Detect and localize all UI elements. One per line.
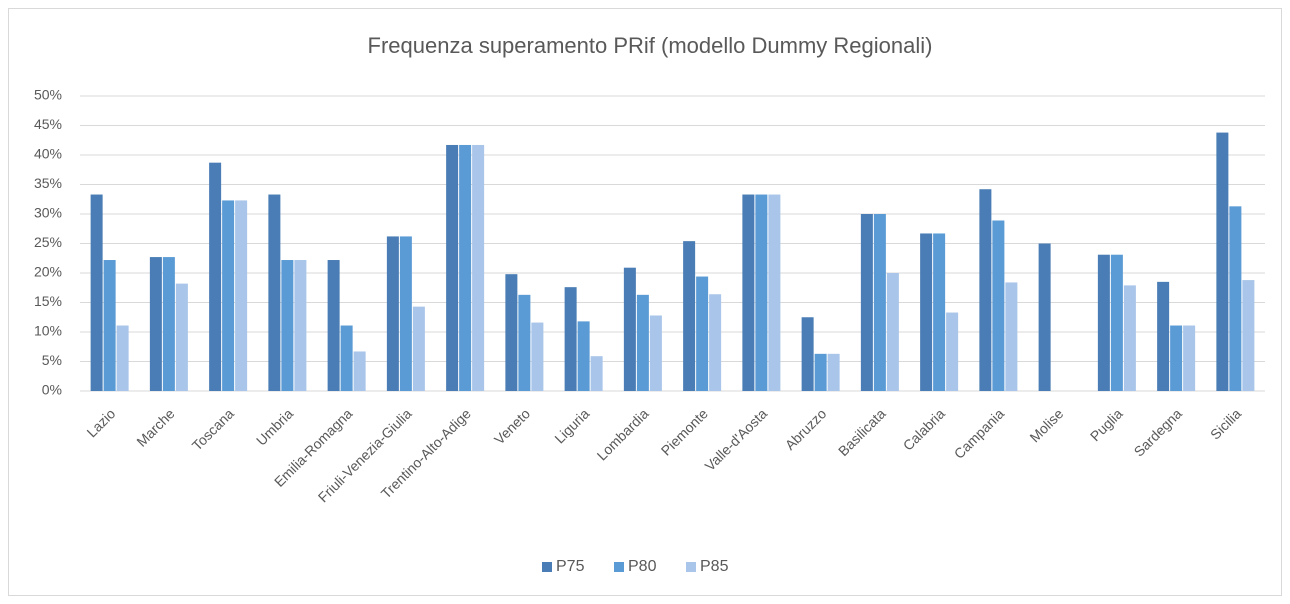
- bar: [459, 144, 472, 391]
- bar: [1157, 281, 1170, 391]
- bar: [649, 315, 662, 391]
- y-tick-label: 50%: [34, 87, 62, 103]
- legend-key: [614, 562, 624, 572]
- bar: [590, 356, 603, 391]
- bar: [399, 236, 412, 391]
- bar: [755, 194, 768, 391]
- bar: [505, 274, 518, 391]
- y-tick-label: 40%: [34, 146, 62, 162]
- bar: [268, 194, 281, 391]
- bar: [386, 236, 399, 391]
- bar: [860, 214, 873, 391]
- legend-key: [542, 562, 552, 572]
- bar: [1038, 243, 1051, 391]
- bar: [1110, 254, 1123, 391]
- bar: [683, 241, 696, 391]
- bar: [946, 312, 959, 391]
- y-tick-label: 30%: [34, 205, 62, 221]
- bar: [209, 162, 222, 391]
- bar: [696, 276, 709, 391]
- bar: [412, 306, 425, 391]
- y-tick-label: 20%: [34, 264, 62, 280]
- bar: [1183, 325, 1196, 391]
- y-tick-label: 45%: [34, 116, 62, 132]
- y-tick-label: 5%: [42, 352, 62, 368]
- bar: [472, 144, 485, 391]
- chart-title: Frequenza superamento PRif (modello Dumm…: [368, 33, 933, 58]
- bar: [518, 294, 531, 391]
- y-tick-label: 35%: [34, 175, 62, 191]
- y-tick-label: 10%: [34, 323, 62, 339]
- y-tick-label: 0%: [42, 382, 62, 398]
- bar: [116, 325, 129, 391]
- y-tick-label: 25%: [34, 234, 62, 250]
- bar: [801, 317, 814, 391]
- bar: [827, 353, 840, 391]
- bar: [353, 351, 366, 391]
- bar: [1005, 282, 1018, 391]
- bar: [531, 322, 544, 391]
- bar: [577, 321, 590, 391]
- bar: [340, 325, 353, 391]
- bar: [235, 200, 248, 391]
- legend-label: P75: [556, 558, 585, 575]
- legend-key: [686, 562, 696, 572]
- bar: [886, 273, 899, 391]
- bar: [768, 194, 781, 391]
- bar: [709, 294, 722, 391]
- bar: [564, 287, 577, 391]
- bar: [992, 220, 1005, 391]
- bar: [162, 257, 175, 391]
- legend-label: P85: [700, 558, 729, 575]
- y-tick-label: 15%: [34, 293, 62, 309]
- bar: [281, 260, 294, 391]
- bar: [149, 257, 162, 391]
- bar: [920, 233, 933, 391]
- bar: [742, 194, 755, 391]
- bar: [814, 353, 827, 391]
- bar: [873, 214, 886, 391]
- bar: [90, 194, 103, 391]
- bar: [175, 283, 188, 391]
- legend-label: P80: [628, 558, 657, 575]
- bar: [1216, 132, 1229, 391]
- bar: [103, 260, 116, 391]
- bar: [1097, 254, 1110, 391]
- bar: [446, 144, 459, 391]
- bar: [1123, 285, 1136, 391]
- bar: [933, 233, 946, 391]
- bar: [327, 260, 340, 391]
- bar: [636, 294, 649, 391]
- bar: [1229, 206, 1242, 391]
- bar: [1170, 325, 1183, 391]
- bar: [294, 260, 307, 391]
- bar: [222, 200, 235, 391]
- bar: [623, 267, 636, 391]
- bar: [979, 189, 992, 391]
- bar: [1242, 280, 1255, 391]
